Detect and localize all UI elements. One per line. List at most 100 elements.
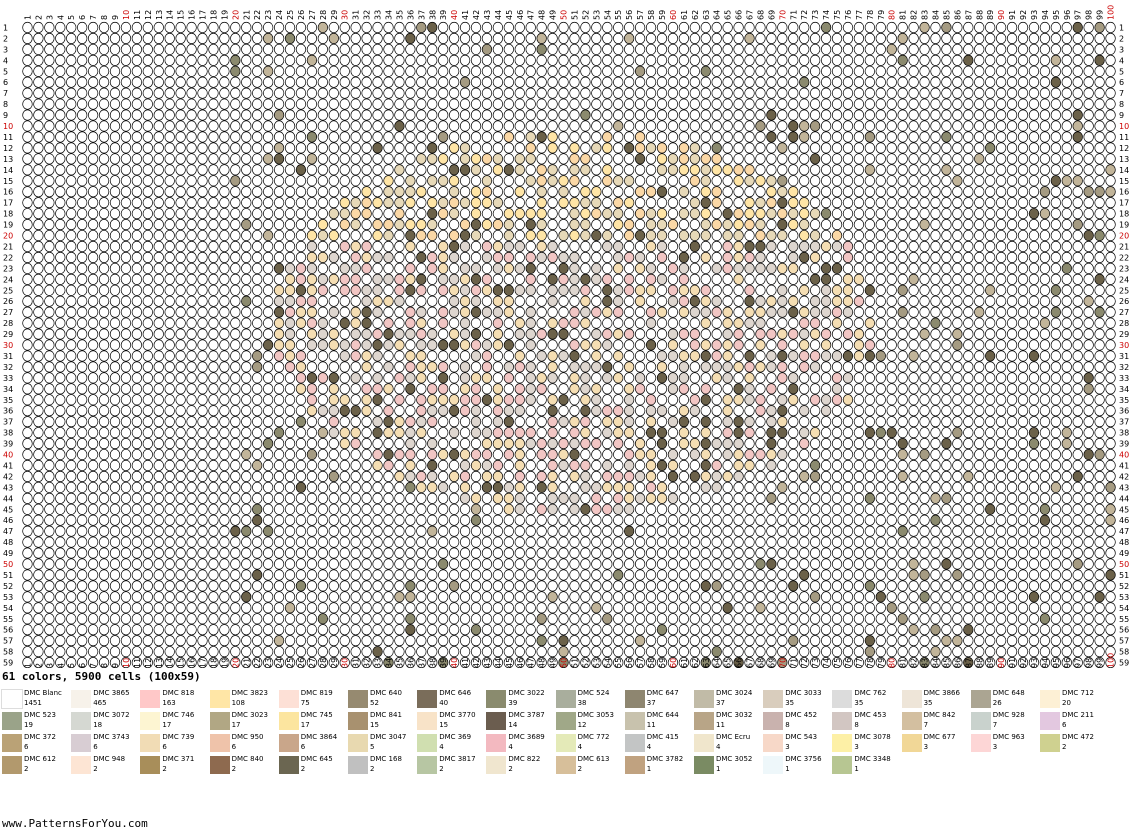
pattern-cell [941, 394, 952, 406]
pattern-cell [109, 536, 121, 548]
pattern-cell [810, 284, 821, 296]
pattern-cell [700, 229, 711, 242]
pattern-cell [120, 240, 132, 253]
pattern-cell [788, 481, 799, 493]
pattern-cell [295, 21, 307, 34]
pattern-cell [295, 459, 307, 472]
pattern-cell [131, 558, 143, 570]
pattern-cell [175, 547, 186, 559]
pattern-cell [1017, 536, 1029, 548]
pattern-cell [66, 459, 77, 472]
pattern-cell [284, 240, 296, 253]
pattern-cell [1050, 43, 1061, 55]
pattern-cell [492, 98, 504, 110]
pattern-cell [339, 339, 350, 351]
pattern-cell [777, 470, 788, 482]
pattern-cell [142, 87, 153, 99]
pattern-cell [689, 43, 700, 55]
pattern-cell [525, 32, 536, 44]
pattern-cell [930, 98, 941, 110]
pattern-cell [722, 164, 733, 176]
pattern-cell [766, 142, 777, 154]
pattern-cell [547, 394, 558, 406]
pattern-cell [842, 43, 854, 55]
pattern-cell [995, 339, 1007, 351]
pattern-cell [624, 164, 635, 176]
pattern-cell [700, 295, 711, 307]
pattern-cell [711, 240, 722, 253]
pattern-cell [328, 54, 339, 66]
pattern-cell [219, 427, 230, 439]
pattern-cell [919, 547, 930, 559]
pattern-cell [580, 229, 591, 242]
pattern-cell [525, 558, 536, 570]
pattern-cell [1072, 43, 1083, 55]
pattern-cell [558, 43, 569, 55]
pattern-cell [241, 503, 252, 515]
pattern-cell [98, 328, 110, 340]
pattern-cell [361, 262, 372, 274]
pattern-cell [810, 87, 821, 99]
pattern-cell [919, 219, 930, 231]
pattern-cell [186, 394, 197, 406]
pattern-cell [284, 109, 296, 121]
pattern-cell [536, 229, 547, 242]
pattern-cell [831, 98, 843, 110]
pattern-cell [219, 208, 230, 220]
pattern-cell [383, 142, 394, 154]
pattern-cell [383, 164, 394, 176]
pattern-cell [55, 87, 66, 99]
pattern-cell [722, 251, 733, 263]
pattern-cell [930, 76, 941, 88]
pattern-cell [810, 262, 821, 274]
pattern-cell [744, 427, 755, 439]
pattern-cell [361, 284, 372, 296]
pattern-cell [1039, 109, 1051, 121]
pattern-cell [514, 514, 525, 526]
pattern-cell [44, 339, 55, 351]
pattern-cell [77, 448, 88, 461]
pattern-cell [733, 492, 744, 504]
pattern-cell [186, 350, 197, 362]
pattern-cell [87, 295, 99, 307]
pattern-cell [295, 54, 307, 66]
pattern-cell [448, 43, 460, 55]
pattern-cell [219, 372, 230, 384]
pattern-cell [492, 328, 504, 340]
pattern-cell [930, 32, 941, 44]
pattern-cell [711, 547, 722, 559]
pattern-cell [930, 306, 941, 318]
pattern-cell [864, 98, 875, 110]
pattern-cell [645, 197, 657, 209]
pattern-cell [175, 21, 186, 34]
pattern-cell [886, 547, 897, 559]
pattern-cell [875, 262, 886, 274]
pattern-cell [755, 120, 766, 132]
pattern-cell [284, 306, 296, 318]
pattern-cell [810, 525, 821, 537]
pattern-cell [547, 361, 558, 373]
pattern-cell [438, 219, 449, 231]
pattern-cell [273, 405, 285, 417]
pattern-cell [394, 21, 405, 34]
pattern-cell [1006, 514, 1018, 526]
pattern-cell [810, 295, 821, 307]
pattern-cell [963, 372, 974, 384]
pattern-cell [405, 383, 416, 395]
pattern-cell [941, 142, 952, 154]
pattern-cell [153, 175, 164, 187]
pattern-cell [241, 459, 252, 472]
pattern-cell [919, 208, 930, 220]
pattern-cell [33, 251, 44, 263]
pattern-cell [908, 120, 919, 132]
pattern-cell [98, 394, 110, 406]
pattern-cell [142, 503, 153, 515]
pattern-cell [547, 284, 558, 296]
pattern-cell [339, 438, 350, 450]
pattern-cell [547, 372, 558, 384]
pattern-cell [33, 405, 44, 417]
pattern-cell [328, 251, 339, 263]
pattern-cell [33, 98, 44, 110]
pattern-cell [667, 328, 679, 340]
pattern-cell [558, 328, 569, 340]
